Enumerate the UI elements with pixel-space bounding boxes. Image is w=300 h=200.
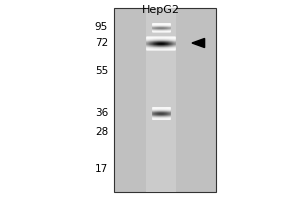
Text: HepG2: HepG2 bbox=[142, 5, 179, 15]
Text: 36: 36 bbox=[95, 108, 108, 118]
Text: 28: 28 bbox=[95, 127, 108, 137]
Bar bbox=[146, 8, 176, 192]
Text: 55: 55 bbox=[95, 66, 108, 76]
Text: 95: 95 bbox=[95, 22, 108, 32]
Text: 17: 17 bbox=[95, 164, 108, 174]
Bar bbox=[114, 8, 216, 192]
Text: 72: 72 bbox=[95, 38, 108, 48]
Polygon shape bbox=[192, 38, 205, 48]
